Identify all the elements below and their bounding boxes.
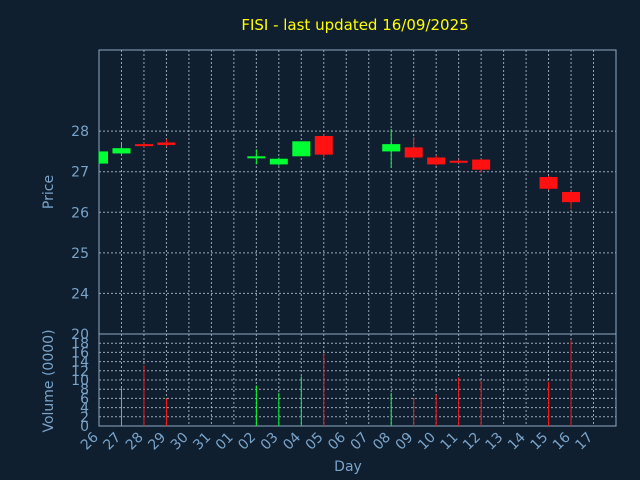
candle-body: [157, 142, 176, 145]
volume-tick-label: 0: [80, 419, 89, 435]
volume-bars-layer: [120, 340, 572, 426]
price-axis-label: Price: [41, 175, 57, 209]
candle-body: [134, 144, 153, 147]
candle-body: [449, 160, 468, 163]
x-tick-label: 10: [415, 430, 439, 454]
x-tick-label: 31: [190, 430, 214, 454]
candle-body: [427, 157, 446, 165]
volume-tick-label: 14: [71, 355, 89, 371]
volume-grid: [98, 333, 616, 427]
volume-tick-label: 16: [71, 345, 89, 361]
price-panel-frame: [98, 49, 617, 335]
volume-tick-label: 10: [71, 373, 89, 389]
candle-body: [472, 159, 491, 170]
volume-panel-frame: [98, 333, 617, 427]
price-tick-label: 24: [71, 286, 89, 302]
x-tick-label: 03: [258, 430, 282, 454]
candle-body: [99, 151, 108, 164]
candle-body: [269, 158, 288, 165]
x-tick-label: 12: [460, 430, 484, 454]
chart-title: FISI - last updated 16/09/2025: [241, 16, 468, 34]
volume-tick-label: 2: [80, 410, 89, 426]
candle-body: [292, 141, 311, 157]
candle-body: [539, 176, 558, 189]
x-tick-label: 17: [572, 430, 596, 454]
x-tick-label: 28: [123, 430, 147, 454]
x-tick-label: 01: [213, 430, 237, 454]
price-tick-label: 28: [71, 124, 89, 140]
candle-body: [562, 192, 581, 203]
x-axis-ticks: 2627282930310102030405060708091011121314…: [78, 429, 596, 453]
volume-tick-label: 18: [71, 336, 89, 352]
volume-axis-label: Volume (0000): [41, 329, 57, 432]
x-tick-label: 29: [145, 430, 169, 454]
price-grid: [98, 50, 616, 334]
volume-tick-label: 12: [71, 364, 89, 380]
price-tick-label: 27: [71, 165, 89, 181]
x-axis-label: Day: [334, 459, 362, 475]
x-tick-label: 06: [325, 429, 349, 453]
candle-body: [247, 156, 266, 159]
candle-body: [112, 148, 131, 154]
price-tick-label: 26: [71, 205, 89, 221]
price-axis-ticks: 24 25 26 27 28: [71, 124, 89, 302]
x-tick-label: 02: [235, 430, 259, 454]
x-tick-label: 15: [527, 430, 551, 454]
volume-tick-label: 6: [80, 391, 89, 407]
x-tick-label: 11: [438, 430, 462, 454]
x-tick-label: 07: [348, 430, 372, 454]
x-tick-label: 04: [280, 429, 304, 453]
x-tick-label: 16: [550, 429, 574, 453]
volume-tick-label: 8: [80, 382, 89, 398]
x-tick-label: 05: [303, 430, 327, 454]
candle-body: [404, 147, 423, 158]
candle-body: [382, 144, 401, 152]
price-tick-label: 25: [71, 246, 89, 262]
x-tick-label: 30: [168, 430, 192, 454]
volume-tick-label: 4: [80, 401, 89, 417]
x-tick-label: 27: [100, 430, 124, 454]
x-tick-label: 09: [393, 430, 417, 454]
x-tick-label: 13: [483, 430, 507, 454]
x-tick-label: 14: [505, 429, 529, 453]
candles-layer: [98, 129, 581, 210]
candle-body: [314, 136, 333, 155]
volume-tick-label: 20: [71, 327, 89, 343]
x-tick-label: 08: [370, 430, 394, 454]
